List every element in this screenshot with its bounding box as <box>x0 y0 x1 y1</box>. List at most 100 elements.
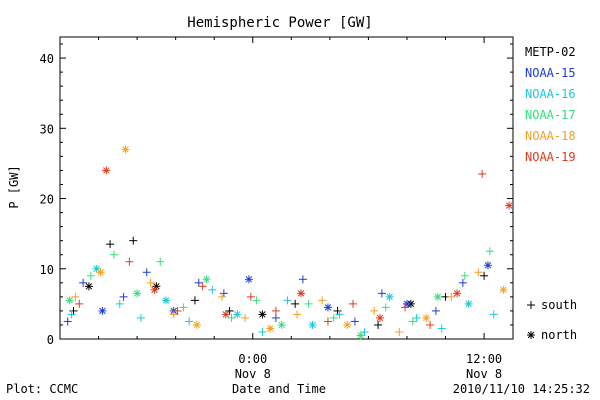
data-point-south <box>86 271 95 280</box>
y-tick-label: 0 <box>47 333 54 347</box>
data-point-south <box>374 320 383 329</box>
data-point-south <box>360 327 369 336</box>
y-tick-label: 20 <box>40 193 54 207</box>
chart-title: Hemispheric Power [GW] <box>187 15 372 31</box>
data-point-south <box>478 169 487 178</box>
y-tick-label: 30 <box>40 122 54 136</box>
data-point-south <box>298 275 307 284</box>
data-point-south <box>293 310 302 319</box>
legend-entry-noaa-16: NOAA-16 <box>525 87 576 101</box>
legend-entry-noaa-17: NOAA-17 <box>525 108 576 122</box>
x-tick-date-label: Nov 8 <box>235 367 271 381</box>
x-tick-time-label: 0:00 <box>238 352 267 366</box>
data-point-south <box>156 257 165 266</box>
data-point-north <box>84 282 93 291</box>
data-point-south <box>271 313 280 322</box>
data-point-south <box>489 310 498 319</box>
legend: METP-02 NOAA-15 NOAA-16 NOAA-17 NOAA-18 NOAA-… <box>525 45 577 342</box>
plot-timestamp: 2010/11/10 14:25:32 <box>453 382 590 396</box>
data-point-south <box>241 313 250 322</box>
data-point-south <box>335 310 344 319</box>
data-point-south <box>75 299 84 308</box>
data-point-south <box>323 317 332 326</box>
data-point-south <box>485 247 494 256</box>
legend-entry-noaa-18: NOAA-18 <box>525 129 576 143</box>
data-point-north <box>192 320 201 329</box>
data-point-north <box>356 331 365 340</box>
data-point-south <box>474 268 483 277</box>
data-point-south <box>169 310 178 319</box>
x-tick-time-label: 12:00 <box>466 352 502 366</box>
data-point-north <box>150 285 159 294</box>
data-point-north <box>375 313 384 322</box>
data-point-north <box>266 324 275 333</box>
data-point-south <box>246 292 255 301</box>
data-point-north <box>102 166 111 175</box>
data-point-south <box>208 285 217 294</box>
data-point-south <box>63 317 72 326</box>
legend-entry-metp-02: METP-02 <box>525 45 576 59</box>
data-point-north <box>277 320 286 329</box>
data-point-south <box>350 317 359 326</box>
y-tick-label: 10 <box>40 263 54 277</box>
plot-border <box>59 36 514 340</box>
data-point-north <box>483 261 492 270</box>
data-point-south <box>142 268 151 277</box>
data-point-south <box>190 296 199 305</box>
data-point-south <box>333 306 342 315</box>
data-points-layer <box>63 145 514 340</box>
data-point-south <box>426 320 435 329</box>
y-tick-label: 40 <box>40 52 54 66</box>
data-point-south <box>67 310 76 319</box>
data-point-south <box>408 317 417 326</box>
data-point-south <box>401 303 410 312</box>
data-point-south <box>185 317 194 326</box>
plot-credit: Plot: CCMC <box>6 382 78 396</box>
data-point-south <box>480 271 489 280</box>
series-noaa-18 <box>71 145 508 336</box>
legend-marker-label-north: north <box>541 328 577 342</box>
data-point-south <box>318 296 327 305</box>
data-point-north <box>121 145 130 154</box>
data-point-south <box>219 289 228 298</box>
data-point-south <box>349 299 358 308</box>
legend-marker-north <box>527 331 535 339</box>
data-point-north <box>308 320 317 329</box>
data-point-south <box>146 278 155 287</box>
series-noaa-16 <box>67 264 498 336</box>
data-point-north <box>202 275 211 284</box>
data-point-south <box>431 306 440 315</box>
data-point-north <box>422 313 431 322</box>
data-point-south <box>217 292 226 301</box>
series-noaa-19 <box>75 166 514 329</box>
data-point-north <box>258 310 267 319</box>
data-point-north <box>433 292 442 301</box>
data-point-south <box>179 303 188 312</box>
data-point-south <box>283 296 292 305</box>
data-point-north <box>244 275 253 284</box>
data-point-south <box>227 313 236 322</box>
plot-frame <box>59 36 514 340</box>
data-point-north <box>453 289 462 298</box>
data-point-north <box>499 285 508 294</box>
data-point-south <box>291 299 300 308</box>
x-axis-label: Date and Time <box>232 382 326 396</box>
data-point-north <box>505 201 514 210</box>
data-point-south <box>71 292 80 301</box>
data-point-south <box>225 306 234 315</box>
series-metp-02 <box>69 236 489 329</box>
legend-marker-label-south: south <box>541 298 577 312</box>
data-point-south <box>198 282 207 291</box>
data-point-south <box>381 303 390 312</box>
data-point-south <box>258 327 267 336</box>
data-point-north <box>343 320 352 329</box>
data-point-south <box>69 306 78 315</box>
data-point-north <box>98 306 107 315</box>
data-point-south <box>136 313 145 322</box>
legend-marker-south <box>527 301 535 309</box>
legend-entry-noaa-15: NOAA-15 <box>525 66 576 80</box>
data-point-north <box>221 310 230 319</box>
legend-entry-noaa-19: NOAA-19 <box>525 150 576 164</box>
